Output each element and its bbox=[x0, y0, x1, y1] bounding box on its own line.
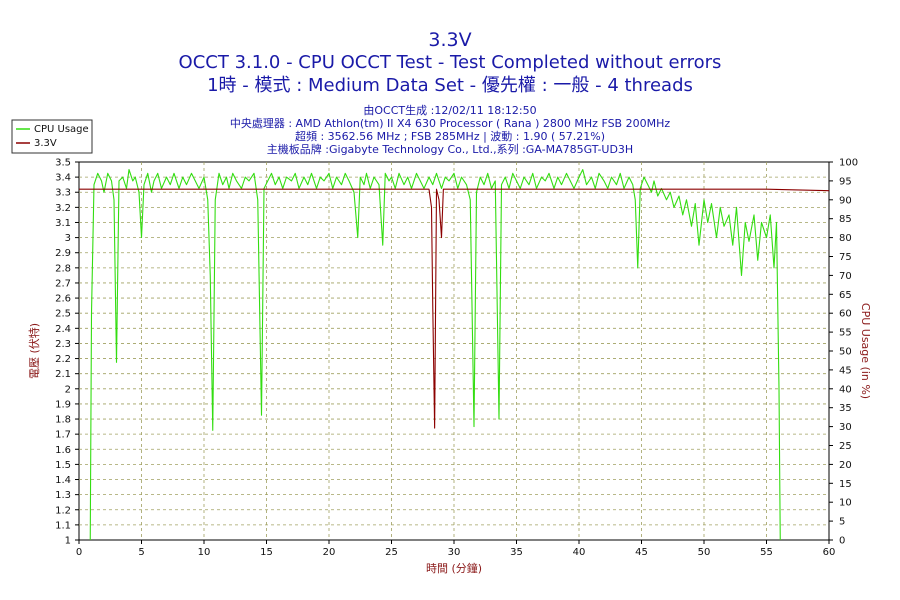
y-tick-label: 2.1 bbox=[55, 369, 71, 380]
left-axis-ticks: 1 1.1 1.2 1.3 1.4 1.5 1.6 1.7 1.8 1.9 2 2.1 2.2 2.3 2.… bbox=[55, 158, 79, 547]
chart-subtitle-mode: 1時 - 模式 : Medium Data Set - 優先權 : 一般 - 4… bbox=[207, 75, 693, 96]
x-tick-label: 30 bbox=[448, 547, 461, 558]
info-cpu: 中央處理器 : AMD Athlon(tm) II X4 630 Process… bbox=[230, 116, 671, 130]
grid bbox=[79, 162, 829, 540]
y-tick-label: 3.1 bbox=[55, 218, 71, 229]
y2-tick-label: 70 bbox=[839, 271, 852, 282]
y-tick-label: 3.2 bbox=[55, 203, 71, 214]
y-axis-label: 電壓 (伏特) bbox=[27, 323, 41, 379]
y2-tick-label: 85 bbox=[839, 214, 852, 225]
x-tick-label: 40 bbox=[573, 547, 586, 558]
legend-box bbox=[11, 119, 93, 154]
legend-label-cpu-usage: CPU Usage bbox=[34, 124, 89, 135]
y2-tick-label: 20 bbox=[839, 460, 852, 471]
y-tick-label: 2.7 bbox=[55, 278, 71, 289]
y2-tick-label: 25 bbox=[839, 441, 852, 452]
y2-tick-label: 45 bbox=[839, 365, 852, 376]
y-tick-label: 1.2 bbox=[55, 505, 71, 516]
series-line-voltage bbox=[79, 188, 830, 429]
y2-tick-label: 10 bbox=[839, 498, 852, 509]
x-tick-label: 35 bbox=[510, 547, 523, 558]
y2-tick-label: 95 bbox=[839, 176, 852, 187]
y2-tick-label: 65 bbox=[839, 290, 852, 301]
legend-label-voltage: 3.3V bbox=[34, 138, 57, 149]
y-tick-label: 1.8 bbox=[55, 415, 71, 426]
x-tick-label: 45 bbox=[635, 547, 648, 558]
x-tick-label: 50 bbox=[698, 547, 711, 558]
y-tick-label: 2.2 bbox=[55, 354, 71, 365]
x-tick-label: 55 bbox=[760, 547, 773, 558]
y2-tick-label: 80 bbox=[839, 233, 852, 244]
x-axis-ticks: 0 5 10 15 20 25 30 35 40 45 50 55 60 bbox=[76, 540, 836, 558]
y-tick-label: 1.6 bbox=[55, 445, 71, 456]
y2-tick-label: 60 bbox=[839, 309, 852, 320]
info-generated: 由OCCT生成 :12/02/11 18:12:50 bbox=[363, 103, 536, 117]
y-tick-label: 3.5 bbox=[55, 158, 71, 169]
y-tick-label: 2.6 bbox=[55, 294, 71, 305]
y2-tick-label: 55 bbox=[839, 328, 852, 339]
legend: CPU Usage 3.3V bbox=[11, 119, 93, 154]
y2-tick-label: 0 bbox=[839, 536, 845, 547]
x-tick-label: 25 bbox=[385, 547, 398, 558]
y-tick-label: 3.3 bbox=[55, 188, 71, 199]
y2-axis-label: CPU Usage (in %) bbox=[859, 303, 872, 399]
y2-tick-label: 90 bbox=[839, 195, 852, 206]
x-tick-label: 5 bbox=[138, 547, 144, 558]
x-tick-label: 20 bbox=[323, 547, 336, 558]
x-axis-label: 時間 (分鐘) bbox=[426, 561, 482, 575]
y2-tick-label: 30 bbox=[839, 422, 852, 433]
y-tick-label: 3 bbox=[65, 233, 71, 244]
y2-tick-label: 35 bbox=[839, 403, 852, 414]
x-tick-label: 60 bbox=[823, 547, 836, 558]
x-tick-label: 0 bbox=[76, 547, 82, 558]
info-overclock: 超頻 : 3562.56 MHz ; FSB 285MHz | 波動 : 1.9… bbox=[295, 129, 605, 143]
y2-tick-label: 15 bbox=[839, 479, 852, 490]
y-tick-label: 2.8 bbox=[55, 263, 71, 274]
x-tick-label: 15 bbox=[260, 547, 273, 558]
y-tick-label: 1.1 bbox=[55, 520, 71, 531]
series-line-cpu-usage bbox=[89, 169, 781, 541]
chart-subtitle: OCCT 3.1.0 - CPU OCCT Test - Test Comple… bbox=[179, 52, 722, 73]
y2-tick-label: 5 bbox=[839, 517, 845, 528]
chart-title: 3.3V bbox=[428, 29, 471, 51]
y-tick-label: 1.5 bbox=[55, 460, 71, 471]
x-tick-label: 10 bbox=[198, 547, 211, 558]
y2-tick-label: 50 bbox=[839, 347, 852, 358]
y-tick-label: 1.7 bbox=[55, 430, 71, 441]
series bbox=[79, 169, 830, 541]
y-tick-label: 2.9 bbox=[55, 248, 71, 259]
right-axis-ticks: 0 5 10 15 20 25 30 35 40 45 50 55 60 65 70 75 80 85 90 95 10… bbox=[829, 158, 858, 547]
y2-tick-label: 100 bbox=[839, 158, 858, 169]
y-tick-label: 2.4 bbox=[55, 324, 71, 335]
y-tick-label: 1 bbox=[65, 536, 71, 547]
y-tick-label: 1.9 bbox=[55, 399, 71, 410]
y-tick-label: 2.3 bbox=[55, 339, 71, 350]
y-tick-label: 2.5 bbox=[55, 309, 71, 320]
y2-tick-label: 40 bbox=[839, 384, 852, 395]
y-tick-label: 2 bbox=[65, 384, 71, 395]
info-motherboard: 主機板品牌 :Gigabyte Technology Co., Ltd.,系列 … bbox=[267, 142, 633, 156]
y2-tick-label: 75 bbox=[839, 252, 852, 263]
y-tick-label: 1.4 bbox=[55, 475, 71, 486]
y-tick-label: 3.4 bbox=[55, 173, 71, 184]
y-tick-label: 1.3 bbox=[55, 490, 71, 501]
